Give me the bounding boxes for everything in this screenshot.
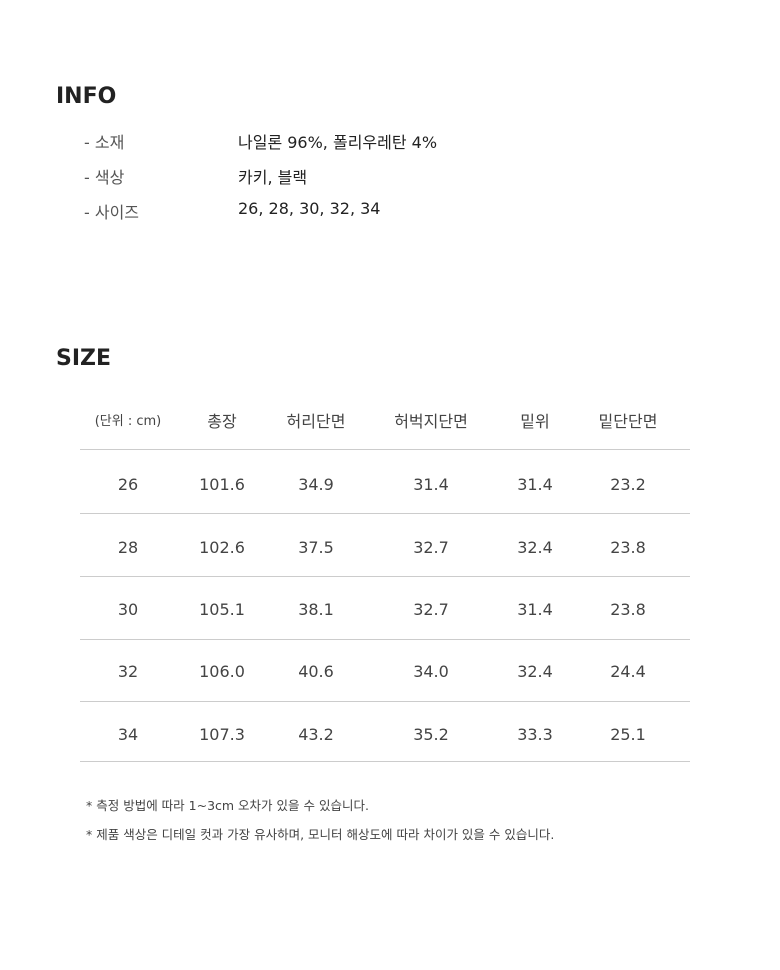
table-cell: 24.4 <box>610 662 646 681</box>
size-title: SIZE <box>56 346 112 371</box>
column-header: 허벅지단면 <box>394 412 468 431</box>
info-label: - 사이즈 <box>84 203 140 222</box>
table-cell: 32.4 <box>517 538 553 557</box>
note: * 측정 방법에 따라 1~3cm 오차가 있을 수 있습니다. <box>86 798 369 813</box>
table-cell: 34.0 <box>413 662 449 681</box>
table-cell: 35.2 <box>413 725 449 744</box>
table-cell: 32 <box>117 662 139 681</box>
table-cell: 107.3 <box>199 725 245 744</box>
table-cell: 34 <box>117 725 139 744</box>
table-cell: 32.7 <box>413 538 449 557</box>
table-cell: 23.2 <box>610 475 646 494</box>
table-cell: 34.9 <box>298 475 334 494</box>
row-divider <box>80 449 690 450</box>
table-cell: 25.1 <box>610 725 646 744</box>
table-cell: 23.8 <box>610 600 646 619</box>
info-value: 나일론 96%, 폴리우레탄 4% <box>238 133 438 152</box>
table-cell: 38.1 <box>298 600 334 619</box>
table-cell: 32.4 <box>517 662 553 681</box>
table-cell: 37.5 <box>298 538 334 557</box>
row-divider <box>80 576 690 577</box>
table-cell: 30 <box>117 600 139 619</box>
info-value: 카키, 블랙 <box>238 168 308 187</box>
table-cell: 102.6 <box>199 538 245 557</box>
table-cell: 28 <box>117 538 139 557</box>
column-header: 밑위 <box>520 412 550 431</box>
table-cell: 32.7 <box>413 600 449 619</box>
table-cell: 31.4 <box>517 475 553 494</box>
table-cell: 33.3 <box>517 725 553 744</box>
table-cell: 40.6 <box>298 662 334 681</box>
table-cell: 106.0 <box>199 662 245 681</box>
row-divider <box>80 761 690 762</box>
row-divider <box>80 639 690 640</box>
row-divider <box>80 513 690 514</box>
note: * 제품 색상은 디테일 컷과 가장 유사하며, 모니터 해상도에 따라 차이가… <box>86 827 555 842</box>
table-cell: 43.2 <box>298 725 334 744</box>
table-cell: 101.6 <box>199 475 245 494</box>
info-value: 26, 28, 30, 32, 34 <box>238 199 381 218</box>
column-header: (단위 : cm) <box>94 414 162 429</box>
table-cell: 105.1 <box>199 600 245 619</box>
column-header: 밑단단면 <box>598 412 658 431</box>
table-cell: 23.8 <box>610 538 646 557</box>
info-label: - 색상 <box>84 168 125 187</box>
row-divider <box>80 701 690 702</box>
info-label: - 소재 <box>84 133 125 152</box>
column-header: 총장 <box>207 412 237 431</box>
table-cell: 31.4 <box>517 600 553 619</box>
column-header: 허리단면 <box>286 412 346 431</box>
table-cell: 26 <box>117 475 139 494</box>
info-title: INFO <box>56 84 117 109</box>
table-cell: 31.4 <box>413 475 449 494</box>
